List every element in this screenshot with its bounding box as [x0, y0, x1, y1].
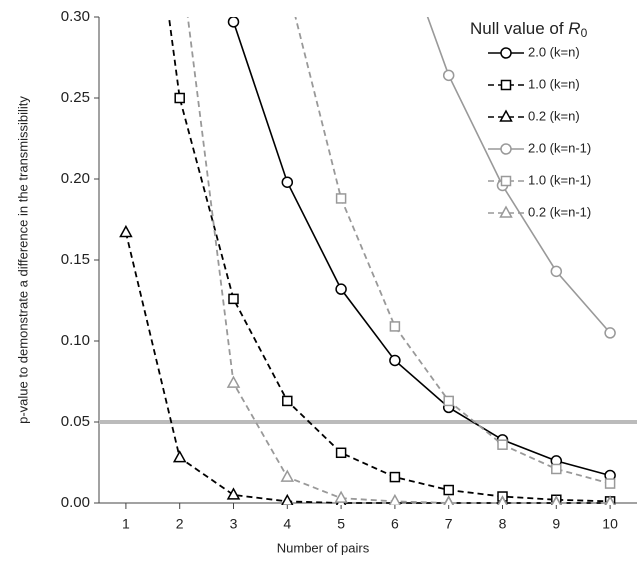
legend-label: 0.2 (k=n) — [528, 108, 580, 123]
marker — [500, 79, 512, 91]
marker — [500, 175, 512, 187]
marker — [499, 205, 513, 218]
y-tick-label: 0.00 — [61, 494, 90, 511]
marker — [226, 487, 241, 500]
marker — [389, 354, 401, 367]
x-tick-label: 10 — [602, 516, 618, 532]
marker — [281, 176, 294, 188]
y-tick-label: 0.05 — [61, 413, 90, 430]
marker — [604, 495, 616, 505]
x-axis-label: Number of pairs — [277, 540, 370, 555]
marker — [389, 321, 401, 332]
x-tick-label: 9 — [552, 516, 560, 532]
marker — [604, 478, 616, 489]
x-tick-label: 1 — [122, 516, 130, 532]
marker — [281, 493, 294, 505]
marker — [604, 327, 616, 339]
y-tick-label: 0.30 — [61, 8, 90, 25]
x-tick-label: 5 — [337, 516, 345, 532]
marker — [119, 224, 133, 238]
series-line — [232, 21, 611, 477]
legend-label: 0.2 (k=n-1) — [528, 204, 591, 219]
marker — [227, 17, 240, 28]
y-tick-label: 0.15 — [61, 251, 90, 268]
series-line — [125, 232, 611, 504]
series-line — [168, 17, 611, 503]
marker — [389, 471, 401, 483]
marker — [499, 109, 513, 122]
marker — [335, 193, 347, 204]
x-tick-label: 8 — [499, 516, 507, 532]
marker — [442, 69, 455, 82]
y-axis-label: p-value to demonstrate a difference in t… — [15, 96, 30, 424]
marker — [228, 293, 239, 305]
x-tick-label: 4 — [283, 516, 291, 532]
legend-title-subscript: 0 — [581, 26, 588, 40]
marker — [550, 265, 563, 278]
x-tick-label: 6 — [391, 516, 399, 532]
marker — [551, 463, 562, 475]
marker — [172, 450, 187, 463]
x-tick-label: 7 — [445, 516, 453, 532]
legend-label: 2.0 (k=n) — [528, 44, 580, 59]
marker — [497, 495, 508, 505]
marker — [174, 92, 185, 104]
legend-title-symbol: R — [568, 19, 580, 38]
marker — [335, 283, 347, 295]
x-tick-label: 2 — [176, 516, 184, 532]
plot-area — [119, 17, 616, 505]
marker — [282, 395, 293, 407]
legend-label: 1.0 (k=n) — [528, 76, 580, 91]
marker — [443, 395, 454, 407]
legend-label: 1.0 (k=n-1) — [528, 172, 591, 187]
y-tick-label: 0.20 — [61, 170, 90, 187]
legend-title: Null value of R0 — [470, 19, 588, 40]
marker — [226, 375, 241, 388]
series-line — [186, 17, 611, 504]
marker — [551, 495, 562, 505]
marker — [334, 490, 348, 503]
x-tick-label: 3 — [230, 516, 238, 532]
marker — [500, 47, 512, 59]
marker — [443, 484, 454, 496]
legend-title-text: Null value of — [470, 19, 568, 38]
legend-label: 2.0 (k=n-1) — [528, 140, 591, 155]
marker — [443, 495, 454, 505]
marker — [500, 143, 512, 155]
marker — [388, 493, 402, 505]
y-tick-label: 0.25 — [61, 89, 90, 106]
y-tick-label: 0.10 — [61, 332, 90, 349]
marker — [335, 447, 347, 459]
marker — [497, 439, 508, 450]
marker — [280, 469, 295, 482]
